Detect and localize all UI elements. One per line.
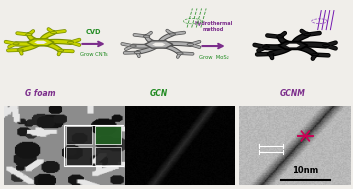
Circle shape	[276, 36, 283, 38]
Circle shape	[187, 43, 194, 45]
Circle shape	[311, 54, 318, 56]
Text: GCN: GCN	[150, 89, 168, 98]
Bar	[95, 126, 121, 144]
Circle shape	[262, 46, 269, 48]
Circle shape	[130, 45, 136, 47]
Circle shape	[304, 34, 311, 36]
Polygon shape	[152, 43, 166, 46]
Polygon shape	[145, 41, 173, 48]
Bar	[64, 125, 124, 166]
Bar	[95, 126, 121, 144]
Circle shape	[143, 35, 150, 37]
Polygon shape	[34, 41, 47, 44]
Text: GCNM: GCNM	[280, 89, 306, 98]
Circle shape	[17, 49, 23, 51]
Circle shape	[26, 34, 32, 36]
Circle shape	[176, 52, 183, 54]
Text: Grow  MoS₂: Grow MoS₂	[199, 55, 228, 60]
Polygon shape	[27, 39, 54, 46]
Polygon shape	[278, 42, 308, 49]
Circle shape	[58, 50, 64, 52]
Text: CVD: CVD	[86, 29, 101, 35]
Circle shape	[13, 43, 19, 45]
Polygon shape	[286, 44, 300, 47]
Circle shape	[323, 44, 329, 46]
Text: 10nm: 10nm	[292, 166, 318, 175]
Bar	[66, 126, 92, 144]
Text: Hydrothermal
method: Hydrothermal method	[195, 21, 233, 32]
Text: G foam: G foam	[25, 89, 56, 98]
Circle shape	[50, 32, 56, 33]
Bar	[95, 147, 121, 165]
Text: Grow CNTs: Grow CNTs	[80, 52, 107, 57]
Bar	[66, 147, 92, 165]
Circle shape	[134, 51, 141, 53]
Circle shape	[169, 33, 176, 35]
Circle shape	[267, 53, 274, 55]
Circle shape	[67, 41, 74, 43]
